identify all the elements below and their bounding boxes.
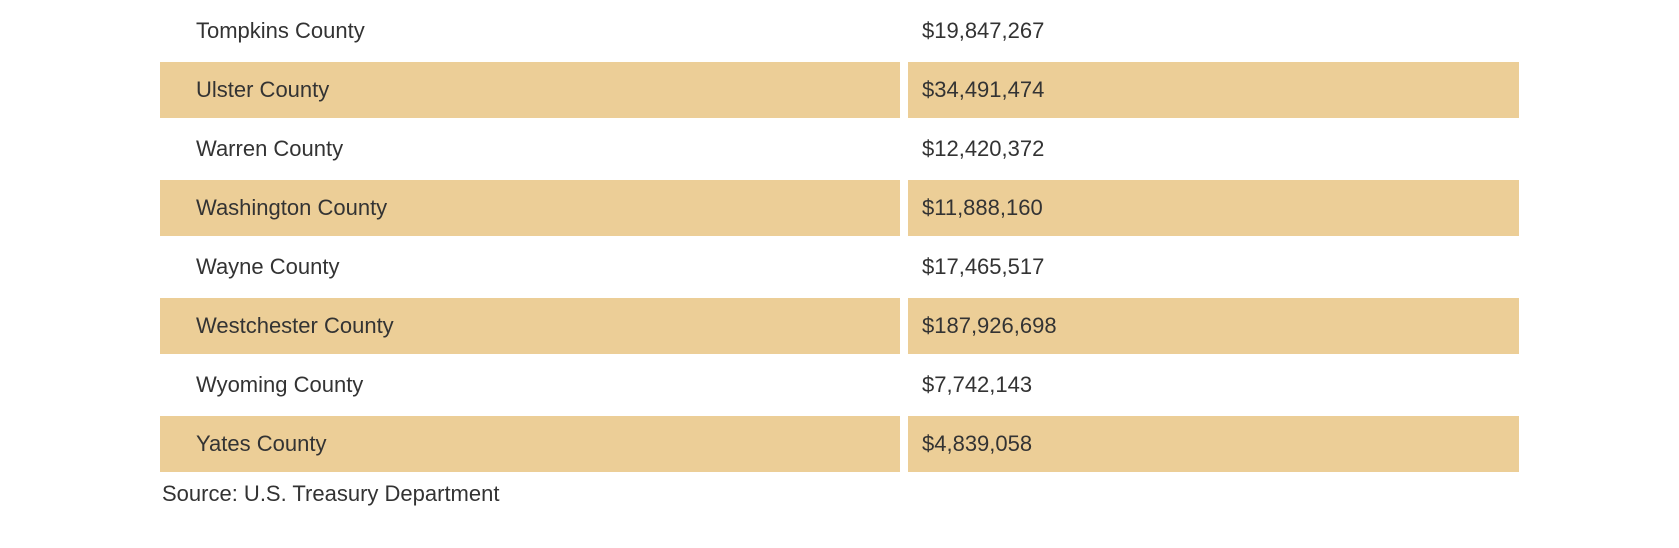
cell-county: Westchester County <box>160 298 900 354</box>
table-row: Warren County $12,420,372 <box>160 121 1519 177</box>
col-gap <box>900 416 908 472</box>
cell-county: Ulster County <box>160 62 900 118</box>
cell-county: Wyoming County <box>160 357 900 413</box>
source-attribution: Source: U.S. Treasury Department <box>160 481 1519 507</box>
table-row: Wyoming County $7,742,143 <box>160 357 1519 413</box>
table-container: Tompkins County $19,847,267 Ulster Count… <box>0 0 1679 527</box>
table-row: Washington County $11,888,160 <box>160 180 1519 236</box>
col-gap <box>900 239 908 295</box>
table-row: Yates County $4,839,058 <box>160 416 1519 472</box>
cell-amount: $34,491,474 <box>908 62 1519 118</box>
cell-county: Yates County <box>160 416 900 472</box>
col-gap <box>900 298 908 354</box>
cell-county: Tompkins County <box>160 3 900 59</box>
county-funding-table: Tompkins County $19,847,267 Ulster Count… <box>160 0 1519 475</box>
col-gap <box>900 180 908 236</box>
cell-amount: $7,742,143 <box>908 357 1519 413</box>
cell-amount: $4,839,058 <box>908 416 1519 472</box>
cell-amount: $12,420,372 <box>908 121 1519 177</box>
col-gap <box>900 357 908 413</box>
cell-county: Warren County <box>160 121 900 177</box>
col-gap <box>900 62 908 118</box>
col-gap <box>900 121 908 177</box>
cell-county: Wayne County <box>160 239 900 295</box>
cell-amount: $17,465,517 <box>908 239 1519 295</box>
table-row: Ulster County $34,491,474 <box>160 62 1519 118</box>
table-body: Tompkins County $19,847,267 Ulster Count… <box>160 3 1519 472</box>
table-row: Wayne County $17,465,517 <box>160 239 1519 295</box>
cell-amount: $11,888,160 <box>908 180 1519 236</box>
cell-county: Washington County <box>160 180 900 236</box>
cell-amount: $19,847,267 <box>908 3 1519 59</box>
table-row: Westchester County $187,926,698 <box>160 298 1519 354</box>
cell-amount: $187,926,698 <box>908 298 1519 354</box>
col-gap <box>900 3 908 59</box>
table-row: Tompkins County $19,847,267 <box>160 3 1519 59</box>
